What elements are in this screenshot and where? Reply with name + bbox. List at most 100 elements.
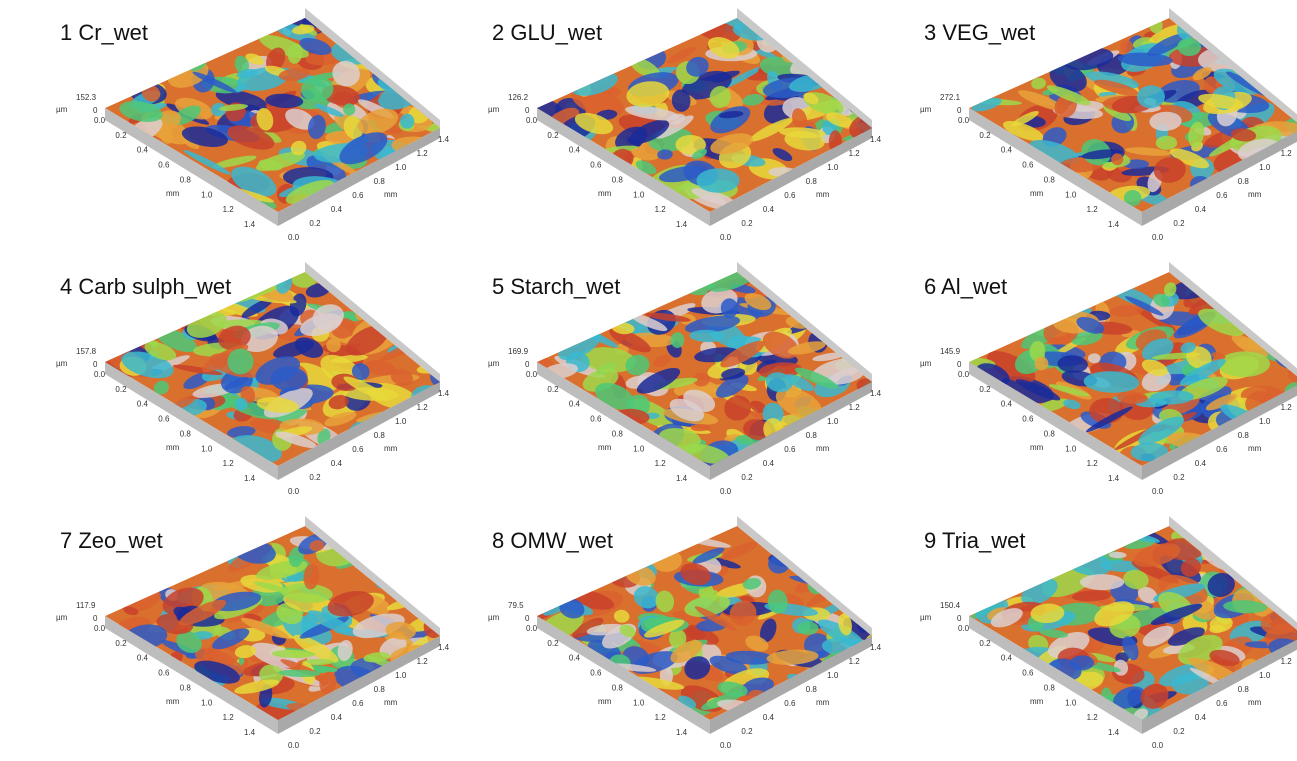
x-tick-label: 0.4 [1001, 146, 1013, 155]
surface-texture [629, 313, 668, 332]
surface-texture [256, 108, 274, 131]
y-tick-label: 0.8 [1238, 431, 1250, 440]
surface-texture [343, 103, 356, 116]
surface-texture [668, 628, 687, 649]
x-tick-label: 0.2 [115, 131, 127, 140]
surface-texture [266, 47, 286, 72]
surface-texture [346, 325, 389, 356]
panel-title: 2 GLU_wet [492, 20, 602, 45]
x-tick-label: 0.6 [158, 415, 170, 424]
x-tick-label: 0.4 [137, 654, 149, 663]
x-tick-label: 0.2 [115, 385, 127, 394]
y-tick-label: 1.4 [438, 135, 450, 144]
surface-texture [1130, 442, 1169, 462]
x-tick-label: 0.0 [94, 116, 106, 125]
surface-texture [299, 37, 332, 55]
y-unit: mm [384, 190, 398, 199]
surface-texture [619, 624, 636, 638]
surface-texture [1137, 586, 1158, 604]
surface-texture [1149, 390, 1194, 405]
surface-texture [1209, 649, 1240, 666]
surface-texture [192, 71, 237, 93]
surface-texture [256, 397, 299, 413]
surface-texture [718, 111, 744, 119]
surface-texture [625, 354, 650, 376]
right-wall [278, 128, 440, 226]
y-unit: mm [384, 698, 398, 707]
surface-texture [1030, 603, 1065, 624]
y-tick-label: 1.4 [870, 389, 882, 398]
surface-texture [749, 400, 767, 413]
right-wall [710, 382, 872, 480]
surface-texture [176, 631, 202, 654]
x-tick-label: 1.0 [1065, 698, 1077, 707]
right-wall [710, 128, 872, 226]
surface-texture [745, 635, 769, 652]
surface-texture [765, 372, 793, 393]
y-tick-label: 0.6 [352, 191, 364, 200]
surface-texture [291, 24, 315, 35]
y-tick-label: 0.6 [1216, 699, 1228, 708]
z-max: 150.4 [940, 601, 961, 610]
z-unit: µm [488, 359, 500, 368]
surface-texture [319, 671, 337, 694]
y-unit: mm [816, 190, 830, 199]
x-unit: mm [1030, 697, 1044, 706]
x-tick-label: 1.0 [633, 698, 645, 707]
surface-texture [990, 608, 1023, 628]
surface-texture [1039, 629, 1069, 638]
surface-texture [749, 117, 794, 142]
surface-texture [290, 140, 307, 156]
x-tick-label: 1.0 [1065, 444, 1077, 453]
surface-texture [684, 594, 731, 617]
y-unit: mm [816, 444, 830, 453]
x-tick-label: 0.4 [569, 146, 581, 155]
y-tick-label: 1.2 [1281, 149, 1293, 158]
surface-texture [1085, 406, 1133, 433]
y-tick-label: 0.0 [1152, 487, 1164, 496]
surface-texture [400, 113, 415, 129]
y-tick-label: 0.4 [331, 713, 343, 722]
surface-texture [215, 89, 268, 111]
y-tick-label: 1.2 [1281, 403, 1293, 412]
x-tick-label: 0.2 [979, 639, 991, 648]
surface-texture [785, 374, 814, 392]
surface-texture [285, 180, 334, 205]
surface-texture [212, 155, 257, 169]
surface-texture [1137, 85, 1165, 109]
back-wall [737, 8, 872, 128]
surface-texture [236, 68, 258, 78]
surface-texture [971, 97, 1002, 112]
surface-texture [1155, 135, 1178, 150]
surface-texture [1133, 543, 1181, 567]
x-tick-label: 1.2 [223, 713, 235, 722]
left-wall [537, 108, 710, 226]
x-unit: mm [166, 443, 180, 452]
surface-texture [258, 159, 283, 171]
surface-texture [1217, 351, 1270, 378]
surface-texture [684, 656, 711, 680]
surface-texture [300, 313, 342, 337]
surface-texture [762, 402, 784, 425]
surface [969, 18, 1297, 212]
left-wall [105, 616, 278, 734]
surface-texture [256, 702, 306, 720]
surface-texture [1198, 93, 1244, 110]
panel-title: 7 Zeo_wet [60, 528, 163, 553]
z-min: 0 [525, 360, 530, 369]
surface-texture [1230, 128, 1257, 142]
surface-texture [683, 389, 716, 413]
surface-texture [153, 380, 169, 395]
y-tick-label: 0.0 [1152, 233, 1164, 242]
surface-texture [838, 613, 852, 636]
surface-texture [717, 681, 748, 697]
x-tick-label: 1.4 [1108, 474, 1120, 483]
surface-texture [670, 332, 685, 348]
right-wall [710, 636, 872, 734]
x-tick-label: 0.0 [958, 624, 970, 633]
surface-texture [1018, 90, 1065, 111]
y-tick-label: 0.0 [288, 233, 300, 242]
